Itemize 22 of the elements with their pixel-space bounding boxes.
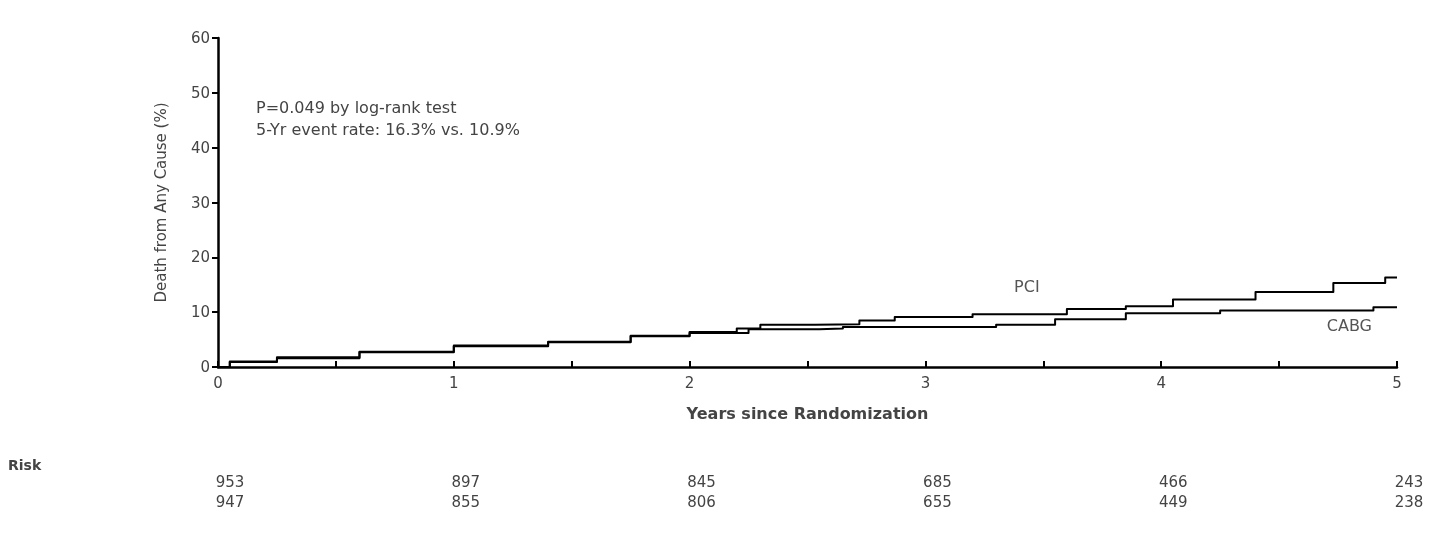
text: 947 855 806 655 449 238 [215,492,1424,511]
x-tick-label: 4 [1156,373,1166,392]
annotation: P=0.049 by log-rank test [256,97,457,117]
y-tick-label: 30 [190,193,210,212]
x-tick-label: 5 [1392,373,1402,392]
y-tick-label: 0 [200,358,210,376]
y-tick-label: 20 [190,248,210,267]
series-label: CABG [1326,315,1372,335]
text: 953 897 845 685 466 243 [215,472,1424,491]
x-axis-title: Years since Randomization [685,403,929,423]
y-tick-label: 50 [190,83,210,102]
x-tick-label: 3 [920,373,931,392]
y-tick-label: 40 [190,138,210,157]
y-tick-label: 10 [190,303,210,322]
y-tick-label: 60 [190,29,210,47]
text: Risk [8,457,42,473]
series-label: PCI [1014,277,1040,297]
annotation: 5-Yr event rate: 16.3% vs. 10.9% [256,119,520,139]
x-tick-label: 1 [449,373,459,392]
x-tick-label: 0 [213,373,223,392]
y-axis-title: Death from Any Cause (%) [151,102,170,303]
x-tick-label: 2 [684,373,695,392]
